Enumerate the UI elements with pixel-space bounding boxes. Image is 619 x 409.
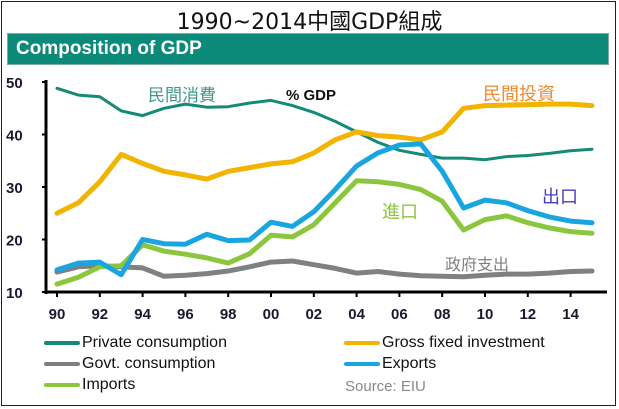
y-tick-label: 50 <box>6 75 23 92</box>
x-tick-label: 92 <box>91 306 108 323</box>
y-tick-label: 20 <box>6 233 23 250</box>
legend-swatch <box>44 382 80 387</box>
x-tick-label: 90 <box>49 306 66 323</box>
chart-banner: Composition of GDP <box>7 33 609 65</box>
x-tick-label: 06 <box>391 306 408 323</box>
page-title: 1990~2014中國GDP組成 <box>176 10 443 35</box>
series-line-private-consumption <box>55 86 594 162</box>
annotation-investment: 民間投資 <box>483 84 555 105</box>
annotation-exports: 出口 <box>542 187 578 208</box>
axes: 10 20 30 40 50 90 92 94 96 98 00 02 04 06 08 10 12 14 <box>6 75 607 323</box>
legend-label: Exports <box>382 355 437 372</box>
legend-swatch <box>344 361 380 366</box>
legend-swatch <box>344 340 380 345</box>
annotation-private-consumption: 民間消費 <box>148 86 216 106</box>
legend-item-exports: Exports <box>344 355 436 373</box>
x-tick-label: 08 <box>434 306 451 323</box>
x-tick-label: 12 <box>519 306 536 323</box>
legend-item-imports: Imports <box>44 376 135 394</box>
legend-swatch <box>44 340 80 345</box>
legend-label: Gross fixed investment <box>382 334 545 351</box>
source-note: Source: EIU <box>345 378 426 395</box>
legend-label: Imports <box>82 376 136 393</box>
legend-label: Govt. consumption <box>82 355 216 372</box>
x-tick-label: 94 <box>134 306 151 323</box>
series-line-imports <box>54 178 595 287</box>
series-line-govt-consumption <box>54 258 595 280</box>
chart-title: Composition of GDP <box>16 38 202 59</box>
legend-item-private-consumption: Private consumption <box>44 334 227 352</box>
legend-label: Private consumption <box>82 334 227 351</box>
series-line-gross-fixed-investment <box>54 101 595 216</box>
y-tick-label: 40 <box>6 128 23 145</box>
x-tick-label: 02 <box>305 306 322 323</box>
legend-item-gross-fixed-investment: Gross fixed investment <box>344 334 545 352</box>
series-lines <box>54 86 595 287</box>
annotation-unit: % GDP <box>286 87 336 104</box>
x-tick-label: 04 <box>348 306 365 323</box>
x-tick-label: 96 <box>177 306 194 323</box>
annotation-imports: 進口 <box>382 202 418 223</box>
x-tick-label: 14 <box>562 306 579 323</box>
legend-swatch <box>44 361 80 366</box>
x-tick-label: 98 <box>220 306 237 323</box>
x-tick-label: 00 <box>263 306 280 323</box>
annotation-govt: 政府支出 <box>445 255 509 274</box>
x-tick-label: 10 <box>477 306 494 323</box>
legend-item-govt-consumption: Govt. consumption <box>44 355 215 373</box>
series-line-exports <box>54 141 595 278</box>
y-tick-label: 30 <box>6 180 23 197</box>
y-tick-label: 10 <box>6 285 23 302</box>
